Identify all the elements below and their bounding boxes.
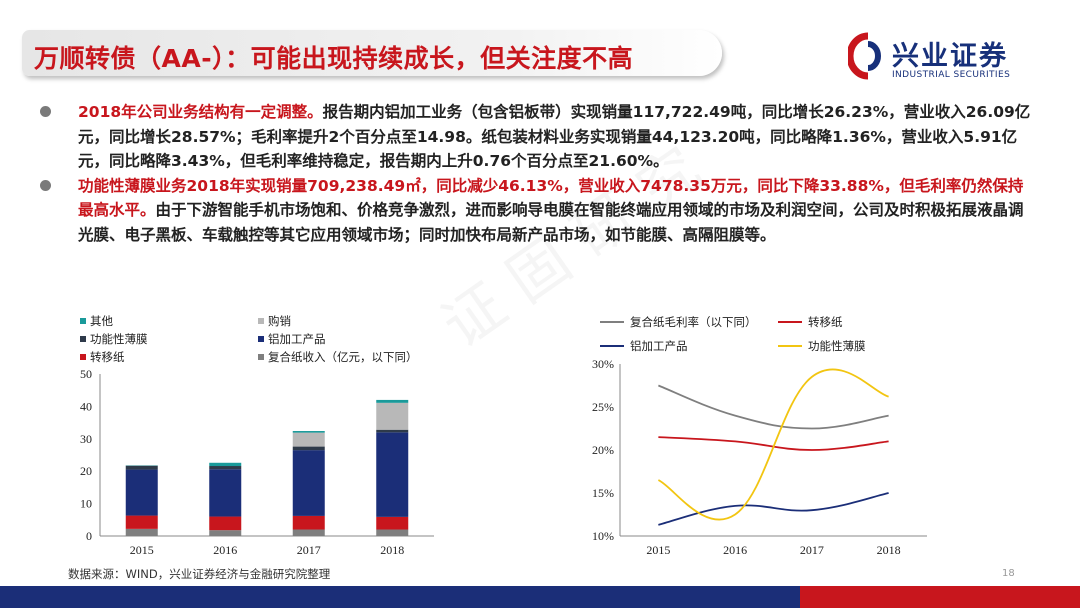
- legend-swatch: [80, 318, 86, 324]
- title-bar: [22, 30, 722, 76]
- bar-segment: [376, 429, 409, 433]
- bar-segment: [292, 431, 325, 433]
- x-tick-label: 2015: [646, 543, 670, 557]
- y-tick-label: 25%: [592, 400, 614, 414]
- page-number: 18: [1002, 568, 1015, 579]
- bar-segment: [292, 529, 325, 536]
- bar-segment: [125, 465, 158, 470]
- legend-label: 铝加工产品: [630, 339, 688, 353]
- series-line: [658, 492, 889, 526]
- bullet-text: 报告期内铝加工业务（包含铝板带）实现销量117,722.49吨，同比增长26.2…: [78, 103, 1031, 170]
- bar-segment: [209, 530, 242, 536]
- legend-swatch: [258, 336, 264, 342]
- bar-segment: [209, 469, 242, 517]
- bar-segment: [376, 529, 409, 536]
- x-tick-label: 2016: [723, 543, 747, 557]
- bar-segment: [209, 462, 242, 467]
- bar-segment: [376, 432, 409, 517]
- legend-label: 复合纸收入（亿元，以下同）: [268, 350, 418, 364]
- bar-segment: [376, 402, 409, 430]
- bar-segment: [292, 446, 325, 451]
- legend-label: 购销: [268, 314, 291, 328]
- legend-label: 铝加工产品: [268, 332, 326, 346]
- bar-segment: [376, 516, 409, 530]
- legend-label: 功能性薄膜: [90, 332, 148, 346]
- bullet-highlight: 功能性薄膜业务2018年实现销量709,238.49㎡，同比减少46.13%，营…: [78, 176, 1024, 220]
- bar-segment: [209, 466, 242, 470]
- series-line: [657, 368, 889, 521]
- legend-swatch: [80, 354, 86, 360]
- legend-label: 复合纸毛利率（以下同）: [630, 315, 757, 329]
- bullet-dot-icon: [40, 106, 51, 117]
- footer-accent-navy: [0, 586, 800, 608]
- data-source-note: 数据来源：WIND，兴业证券经济与金融研究院整理: [68, 567, 331, 581]
- y-tick-label: 15%: [592, 486, 614, 500]
- footer-accent-red: [800, 586, 1080, 608]
- bar-segment: [125, 469, 158, 516]
- brand-logo: 兴业证券 INDUSTRIAL SECURITIES: [848, 30, 1068, 86]
- bullet-item-functional-film: 功能性薄膜业务2018年实现销量709,238.49㎡，同比减少46.13%，营…: [36, 174, 1036, 248]
- logo-name-cn: 兴业证券: [892, 41, 1008, 72]
- x-tick-label: 2016: [213, 543, 237, 557]
- bullet-item-business-structure: 2018年公司业务结构有一定调整。报告期内铝加工业务（包含铝板带）实现销量117…: [36, 100, 1036, 174]
- bullet-text: 由于下游智能手机市场饱和、价格竞争激烈，进而影响导电膜在智能终端应用领域的市场及…: [78, 201, 1024, 244]
- bullet-highlight: 2018年公司业务结构有一定调整。: [78, 103, 323, 121]
- x-tick-label: 2017: [800, 543, 824, 557]
- logo-mark-icon: [848, 32, 881, 80]
- bullet-list: 2018年公司业务结构有一定调整。报告期内铝加工业务（包含铝板带）实现销量117…: [36, 100, 1036, 247]
- y-tick-label: 40: [80, 399, 92, 413]
- x-tick-label: 2018: [380, 543, 404, 557]
- bar-segment: [292, 450, 325, 516]
- y-tick-label: 30%: [592, 357, 614, 371]
- y-tick-label: 20%: [592, 443, 614, 457]
- slide-title: 万顺转债（AA-）：可能出现持续成长，但关注度不高: [34, 44, 634, 73]
- legend-label: 转移纸: [90, 350, 125, 364]
- bar-segment: [292, 515, 325, 530]
- bar-segment: [125, 528, 158, 536]
- bar-segment: [209, 516, 242, 531]
- x-tick-label: 2017: [297, 543, 321, 557]
- legend-label: 其他: [90, 314, 113, 328]
- legend-label: 功能性薄膜: [808, 339, 866, 353]
- logo-name-en: INDUSTRIAL SECURITIES: [892, 70, 1011, 80]
- y-tick-label: 30: [80, 432, 92, 446]
- legend-swatch: [258, 354, 264, 360]
- y-tick-label: 0: [86, 529, 92, 543]
- bar-segment: [376, 399, 409, 403]
- y-tick-label: 20: [80, 464, 92, 478]
- x-tick-label: 2018: [877, 543, 901, 557]
- y-tick-label: 10%: [592, 529, 614, 543]
- y-tick-label: 50: [80, 367, 92, 381]
- legend-swatch: [258, 318, 264, 324]
- bar-segment: [125, 515, 158, 529]
- legend-label: 转移纸: [808, 315, 843, 329]
- bullet-dot-icon: [40, 179, 51, 191]
- series-line: [658, 384, 889, 430]
- legend-swatch: [80, 336, 86, 342]
- y-tick-label: 10: [80, 497, 92, 511]
- bar-segment: [292, 432, 325, 447]
- x-tick-label: 2015: [130, 543, 154, 557]
